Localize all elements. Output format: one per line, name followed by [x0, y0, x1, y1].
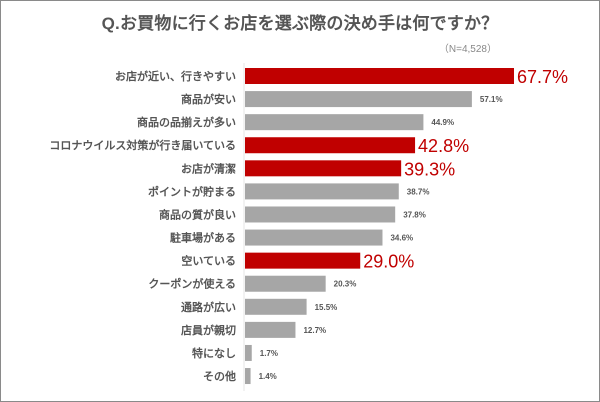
bar — [245, 368, 251, 385]
bar — [245, 137, 416, 154]
bar — [245, 252, 361, 269]
data-label: 1.4% — [259, 372, 277, 381]
data-label: 37.8% — [403, 210, 426, 219]
bar — [245, 344, 252, 361]
data-label: 42.8% — [418, 136, 469, 156]
bar — [245, 229, 383, 246]
category-label: 商品が安い — [181, 92, 236, 106]
category-label: 空いている — [181, 254, 236, 268]
bar — [245, 91, 472, 108]
bar — [245, 206, 396, 223]
data-label: 67.7% — [517, 67, 568, 87]
bar — [245, 160, 402, 177]
data-label: 34.6% — [390, 234, 413, 243]
data-label: 57.1% — [480, 95, 503, 104]
bar — [245, 68, 514, 84]
data-label: 12.7% — [303, 326, 326, 335]
category-label: 特になし — [192, 346, 236, 360]
category-label: コロナウイルス対策が行き届いている — [49, 138, 236, 152]
bar — [245, 321, 296, 338]
category-label: その他 — [203, 369, 236, 383]
bar — [245, 183, 399, 200]
category-label: ポイントが貯まる — [148, 184, 236, 198]
bar — [245, 298, 307, 315]
data-label: 39.3% — [404, 159, 455, 179]
data-label: 38.7% — [407, 187, 430, 196]
category-label: お店が近い、行きやすい — [115, 69, 236, 83]
sample-size: （N=4,528） — [438, 44, 497, 55]
data-label: 1.7% — [260, 349, 278, 358]
data-label: 20.3% — [334, 280, 357, 289]
chart-title: Q.お買物に行くお店を選ぶ際の決め手は何ですか？ — [101, 14, 499, 33]
bar — [245, 275, 326, 292]
category-label: クーポンが使える — [148, 277, 236, 291]
category-label: 駐車場がある — [170, 231, 236, 245]
category-label: 商品の品揃えが多い — [137, 115, 236, 129]
bar — [245, 114, 424, 131]
category-label: 店員が親切 — [181, 323, 236, 337]
category-label: お店が清潔 — [181, 161, 236, 175]
data-label: 29.0% — [363, 252, 414, 272]
data-label: 15.5% — [315, 303, 338, 312]
category-label: 商品の質が良い — [159, 207, 236, 221]
data-label: 44.9% — [431, 118, 454, 127]
category-label: 通路が広い — [181, 300, 236, 314]
